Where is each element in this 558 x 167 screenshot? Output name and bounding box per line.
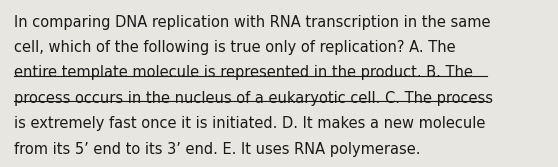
Text: from its 5’ end to its 3’ end. E. It uses RNA polymerase.: from its 5’ end to its 3’ end. E. It use… bbox=[14, 142, 420, 157]
Text: In comparing DNA replication with RNA transcription in the same: In comparing DNA replication with RNA tr… bbox=[14, 15, 490, 30]
Text: process occurs in the nucleus of a eukaryotic cell. C. The process: process occurs in the nucleus of a eukar… bbox=[14, 91, 493, 106]
Text: cell, which of the following is true only of replication? A. The: cell, which of the following is true onl… bbox=[14, 40, 455, 55]
Text: is extremely fast once it is initiated. D. It makes a new molecule: is extremely fast once it is initiated. … bbox=[14, 116, 485, 131]
Text: entire template molecule is represented in the product. B. The: entire template molecule is represented … bbox=[14, 65, 473, 80]
